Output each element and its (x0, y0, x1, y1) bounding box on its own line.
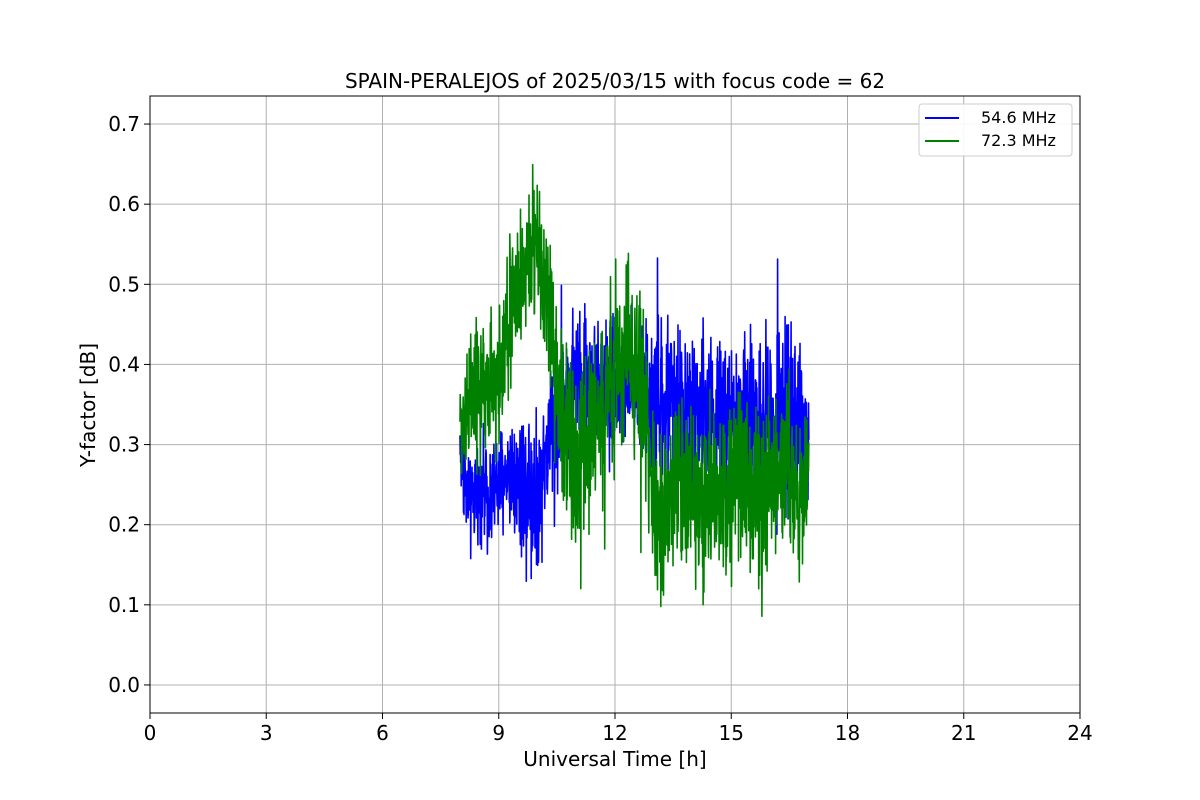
plot-series (459, 163, 810, 618)
x-tick-label: 18 (835, 721, 860, 745)
x-tick-label: 15 (719, 721, 744, 745)
y-tick-label: 0.3 (108, 433, 140, 457)
x-tick-label: 12 (602, 721, 627, 745)
y-tick-label: 0.2 (108, 513, 140, 537)
legend-label: 54.6 MHz (981, 108, 1056, 127)
y-tick-label: 0.5 (108, 272, 140, 296)
x-axis-label: Universal Time [h] (523, 747, 706, 771)
y-tick-label: 0.7 (108, 112, 140, 136)
legend-label: 72.3 MHz (981, 131, 1056, 150)
y-tick-label: 0.6 (108, 192, 140, 216)
x-tick-label: 24 (1067, 721, 1092, 745)
x-tick-label: 3 (260, 721, 273, 745)
x-tick-label: 6 (376, 721, 389, 745)
x-tick-label: 21 (951, 721, 976, 745)
x-tick-label: 0 (144, 721, 157, 745)
axis-ticks: 0 3 6 9 12 15 18 21 24 0.0 0.1 0.2 0.3 0.4 0.5 0.6 0.7 (108, 112, 1093, 745)
x-tick-label: 9 (492, 721, 505, 745)
y-tick-label: 0.4 (108, 352, 140, 376)
series-line-2 (459, 163, 810, 618)
chart-title: SPAIN-PERALEJOS of 2025/03/15 with focus… (345, 69, 885, 93)
legend: 54.6 MHz 72.3 MHz (918, 103, 1073, 157)
y-tick-label: 0.0 (108, 673, 140, 697)
y-axis-label: Y-factor [dB] (76, 343, 100, 468)
y-tick-label: 0.1 (108, 593, 140, 617)
